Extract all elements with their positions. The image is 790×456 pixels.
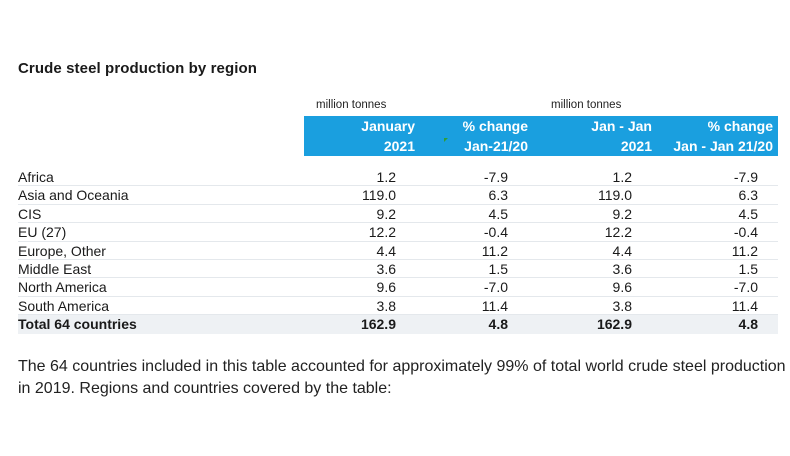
pct-change-value: 11.4 (481, 297, 508, 314)
table-row: EU (27) 12.2 -0.4 12.2 -0.4 (18, 223, 778, 242)
region-cell: South America (18, 297, 110, 314)
region-cell: Europe, Other (18, 242, 106, 259)
january-value: 1.2 (376, 169, 396, 185)
table-row: Asia and Oceania 119.0 6.3 119.0 6.3 (18, 186, 778, 205)
ytd-value: 3.6 (612, 260, 632, 277)
january-value: 3.6 (376, 260, 396, 277)
pct-change-value: 6.3 (488, 187, 508, 204)
ytd-value: 9.6 (612, 279, 632, 296)
ytd-pct-change-value: 4.8 (738, 316, 758, 333)
region-cell: Asia and Oceania (18, 187, 129, 204)
column-header-pct-change-month: % change Jan-21/20 (462, 118, 528, 154)
column-header-pct-change-ytd: % change Jan - Jan 21/20 (673, 118, 773, 154)
total-row: Total 64 countries 162.9 4.8 162.9 4.8 (18, 315, 778, 334)
column-header-jan-jan-2021: Jan - Jan 2021 (591, 118, 652, 154)
ytd-pct-change-value: -7.9 (733, 169, 758, 185)
table-row: North America 9.6 -7.0 9.6 -7.0 (18, 278, 778, 297)
region-cell: Total 64 countries (18, 316, 137, 333)
ytd-value: 3.8 (612, 297, 632, 314)
ytd-pct-change-value: 1.5 (738, 260, 758, 277)
ytd-value: 1.2 (612, 169, 632, 185)
ytd-value: 162.9 (596, 316, 632, 333)
ytd-pct-change-value: 11.2 (731, 242, 758, 259)
january-value: 4.4 (376, 242, 396, 259)
ytd-value: 9.2 (612, 205, 632, 222)
table-title: Crude steel production by region (18, 60, 258, 77)
january-value: 162.9 (360, 316, 396, 333)
january-value: 9.6 (376, 279, 396, 296)
region-cell: North America (18, 279, 107, 296)
ytd-pct-change-value: 11.4 (731, 297, 758, 314)
region-cell: Middle East (18, 260, 92, 277)
table-body: Africa 1.2 -7.9 1.2 -7.9 Asia and Oceani… (18, 168, 778, 334)
table-row: Africa 1.2 -7.9 1.2 -7.9 (18, 168, 778, 187)
region-cell: EU (27) (18, 224, 67, 241)
table-header: January 2021 % change Jan-21/20 Jan - Ja… (304, 116, 778, 156)
ytd-value: 4.4 (612, 242, 632, 259)
footnote-text: The 64 countries included in this table … (18, 358, 786, 397)
region-cell: Africa (18, 169, 54, 185)
ytd-pct-change-value: 4.5 (738, 205, 758, 222)
units-label: million tonnes (316, 99, 387, 111)
january-value: 3.8 (376, 297, 396, 314)
pct-change-value: 1.5 (488, 260, 508, 277)
pct-change-value: 4.8 (488, 316, 508, 333)
table-row: Middle East 3.6 1.5 3.6 1.5 (18, 260, 778, 279)
table-row: CIS 9.2 4.5 9.2 4.5 (18, 205, 778, 224)
table-row: Europe, Other 4.4 11.2 4.4 11.2 (18, 242, 778, 260)
table-row: South America 3.8 11.4 3.8 11.4 (18, 297, 778, 316)
ytd-value: 119.0 (598, 187, 632, 204)
pct-change-value: -7.0 (483, 279, 508, 296)
january-value: 119.0 (362, 187, 396, 204)
ytd-pct-change-value: -0.4 (733, 224, 758, 241)
pct-change-value: -7.9 (483, 169, 508, 185)
column-header-january-2021: January 2021 (361, 118, 415, 154)
ytd-pct-change-value: -7.0 (733, 279, 758, 296)
january-value: 12.2 (368, 224, 396, 241)
ytd-value: 12.2 (604, 224, 632, 241)
cell-comment-marker-icon (444, 138, 448, 142)
units-label: million tonnes (551, 99, 622, 111)
january-value: 9.2 (376, 205, 396, 222)
ytd-pct-change-value: 6.3 (738, 187, 758, 204)
region-cell: CIS (18, 205, 42, 222)
pct-change-value: 4.5 (488, 205, 508, 222)
pct-change-value: 11.2 (481, 242, 508, 259)
pct-change-value: -0.4 (483, 224, 508, 241)
